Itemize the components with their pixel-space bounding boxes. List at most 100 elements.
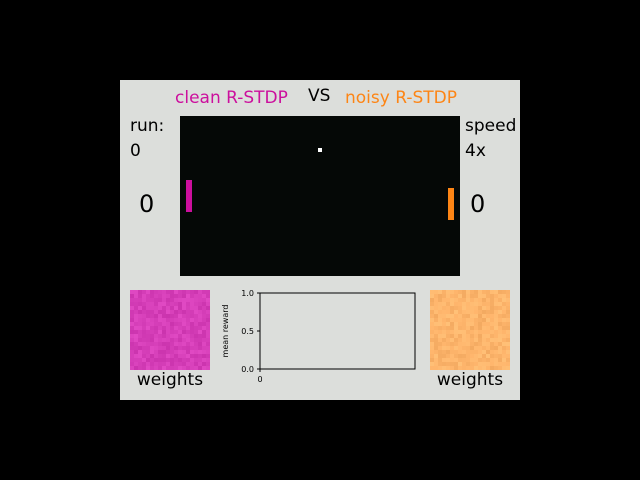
weight-cell <box>182 310 186 314</box>
weight-cell <box>490 290 494 294</box>
weight-cell <box>450 298 454 302</box>
versus-label: VS <box>308 86 331 106</box>
weight-cell <box>442 290 446 294</box>
weight-cell <box>198 330 202 334</box>
weight-cell <box>146 290 150 294</box>
weight-cell <box>486 366 490 370</box>
weight-cell <box>438 310 442 314</box>
weight-cell <box>466 322 470 326</box>
weight-cell <box>478 334 482 338</box>
weight-cell <box>502 334 506 338</box>
weight-cell <box>142 310 146 314</box>
weight-cell <box>502 362 506 366</box>
weight-cell <box>130 362 134 366</box>
weight-cell <box>202 298 206 302</box>
weight-cell <box>430 290 434 294</box>
weight-cell <box>206 366 210 370</box>
weight-cell <box>162 318 166 322</box>
weight-cell <box>178 362 182 366</box>
weight-cell <box>430 302 434 306</box>
weight-cell <box>178 306 182 310</box>
weight-cell <box>162 326 166 330</box>
weight-cell <box>186 306 190 310</box>
weight-cell <box>158 346 162 350</box>
weight-cell <box>130 290 134 294</box>
weight-cell <box>158 366 162 370</box>
weight-cell <box>494 342 498 346</box>
weight-cell <box>498 362 502 366</box>
weight-cell <box>446 354 450 358</box>
weight-cell <box>482 318 486 322</box>
weight-cell <box>190 354 194 358</box>
weight-cell <box>482 366 486 370</box>
weight-cell <box>506 354 510 358</box>
weight-cell <box>174 362 178 366</box>
weight-cell <box>434 302 438 306</box>
weight-cell <box>482 350 486 354</box>
weight-cell <box>450 310 454 314</box>
weight-cell <box>170 366 174 370</box>
weight-cell <box>186 366 190 370</box>
weight-cell <box>478 354 482 358</box>
weight-cell <box>166 330 170 334</box>
weight-cell <box>446 306 450 310</box>
weight-cell <box>462 310 466 314</box>
weight-cell <box>158 290 162 294</box>
weight-cell <box>186 318 190 322</box>
weight-cell <box>146 338 150 342</box>
weight-cell <box>470 326 474 330</box>
weight-cell <box>498 338 502 342</box>
weight-cell <box>434 318 438 322</box>
weight-cell <box>494 322 498 326</box>
weight-cell <box>170 290 174 294</box>
weight-cell <box>182 346 186 350</box>
weight-cell <box>198 358 202 362</box>
weight-cell <box>178 330 182 334</box>
weight-cell <box>138 326 142 330</box>
weight-cell <box>430 366 434 370</box>
weight-cell <box>474 314 478 318</box>
weight-cell <box>450 294 454 298</box>
weight-cell <box>194 290 198 294</box>
weight-cell <box>466 342 470 346</box>
xtick-label-0: 0 <box>257 375 262 384</box>
weight-cell <box>194 350 198 354</box>
weight-cell <box>478 358 482 362</box>
weight-cell <box>146 310 150 314</box>
weight-cell <box>466 362 470 366</box>
weight-cell <box>446 330 450 334</box>
weight-cell <box>502 306 506 310</box>
weight-cell <box>166 294 170 298</box>
mean-reward-plot: mean reward 0.0 0.5 1.0 0 <box>221 289 416 384</box>
weight-cell <box>186 310 190 314</box>
weight-cell <box>438 346 442 350</box>
right-agent-title: noisy R-STDP <box>345 88 457 108</box>
weight-cell <box>494 318 498 322</box>
weight-cell <box>482 346 486 350</box>
weight-cell <box>194 334 198 338</box>
weight-cell <box>134 326 138 330</box>
weight-cell <box>134 338 138 342</box>
weight-cell <box>206 334 210 338</box>
weight-cell <box>502 322 506 326</box>
weight-cell <box>478 302 482 306</box>
weight-cell <box>430 314 434 318</box>
weight-cell <box>166 306 170 310</box>
weight-cell <box>482 290 486 294</box>
weight-cell <box>130 358 134 362</box>
weight-cell <box>190 330 194 334</box>
weight-cell <box>474 334 478 338</box>
weight-cell <box>502 350 506 354</box>
weight-cell <box>506 358 510 362</box>
weight-cell <box>458 338 462 342</box>
weight-cell <box>438 334 442 338</box>
weight-cell <box>170 318 174 322</box>
weight-cell <box>150 362 154 366</box>
weight-cell <box>494 302 498 306</box>
weight-cell <box>138 346 142 350</box>
title-row: clean R-STDP VS noisy R-STDP <box>120 86 520 110</box>
weight-cell <box>470 362 474 366</box>
weight-cell <box>150 302 154 306</box>
weight-cell <box>154 330 158 334</box>
weight-cell <box>174 314 178 318</box>
